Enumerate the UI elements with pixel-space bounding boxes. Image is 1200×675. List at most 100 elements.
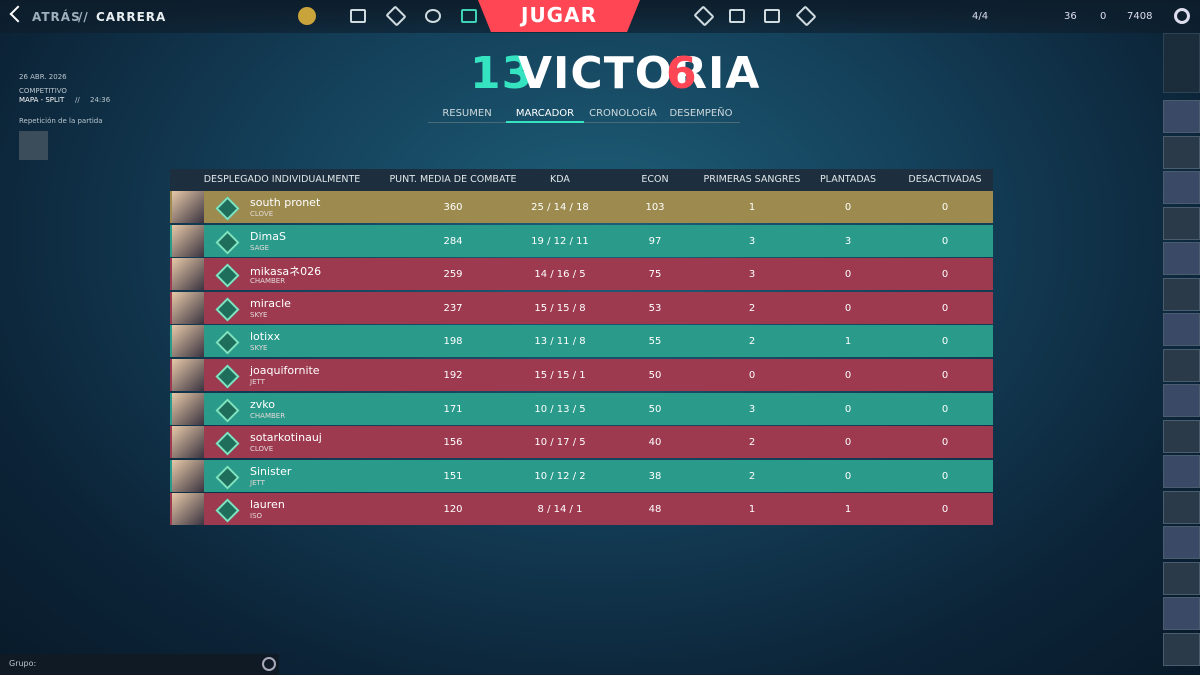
player-name: Sinister	[250, 464, 292, 478]
tab-underline	[506, 121, 584, 123]
tab-divider	[428, 122, 740, 123]
stat-kda: 8 / 14 / 1	[537, 504, 583, 516]
player-name: miracle	[250, 296, 291, 310]
stat-plants: 0	[844, 470, 852, 482]
party-slot[interactable]	[1163, 100, 1200, 133]
stat-acs: 120	[443, 504, 463, 516]
tab[interactable]: CRONOLOGÍA	[589, 108, 657, 119]
player-row	[170, 392, 993, 425]
stat-kda: 14 / 16 / 5	[534, 269, 586, 281]
party-slot[interactable]	[1163, 171, 1200, 204]
agent-name: CHAMBER	[250, 277, 286, 286]
party-slot[interactable]	[1163, 277, 1200, 311]
player-name: lotixx	[250, 330, 281, 344]
tab[interactable]: DESEMPEÑO	[669, 108, 733, 119]
agent-name: SKYE	[250, 344, 268, 353]
stat-kda: 15 / 15 / 8	[534, 302, 586, 314]
stat-econ: 75	[648, 269, 662, 281]
stat-econ: 50	[648, 403, 662, 415]
stat-first-bloods: 3	[748, 403, 756, 415]
agent-name: SAGE	[250, 243, 270, 252]
play-button[interactable]: JUGAR	[478, 0, 640, 32]
stat-kda: 25 / 14 / 18	[531, 202, 589, 213]
nav-battlepass[interactable]	[461, 9, 477, 23]
party-slot[interactable]	[1163, 242, 1200, 275]
stat-acs: 198	[443, 336, 463, 348]
agent-name: JETT	[250, 478, 265, 487]
party-slot[interactable]	[1163, 384, 1200, 417]
player-row	[170, 224, 993, 257]
party-slot[interactable]	[1163, 313, 1200, 346]
match-map: MAPA - SPLIT	[19, 96, 65, 104]
nav-store[interactable]	[764, 9, 780, 23]
stat-acs: 171	[443, 403, 463, 415]
stat-defuses: 0	[941, 403, 949, 415]
stat-defuses: 0	[941, 336, 949, 348]
settings-icon[interactable]	[1174, 8, 1190, 24]
stat-first-bloods: 2	[748, 437, 756, 449]
stat-acs: 156	[443, 437, 463, 449]
player-name: south pronet	[250, 196, 321, 209]
stat-econ: 97	[648, 235, 662, 247]
tab[interactable]: MARCADOR	[515, 108, 575, 119]
stat-econ: 103	[645, 202, 665, 213]
stat-defuses: 0	[941, 302, 949, 314]
nav-career[interactable]	[425, 9, 441, 23]
stat-first-bloods: 1	[748, 504, 756, 516]
nav-collection[interactable]	[729, 9, 745, 23]
party-slot[interactable]	[1163, 632, 1200, 666]
player-name: zvko	[250, 397, 275, 411]
player-row	[170, 191, 993, 224]
agent-name: CLOVE	[250, 210, 274, 218]
party-slot[interactable]	[1163, 597, 1200, 630]
replay-button[interactable]	[19, 131, 48, 160]
stat-kda: 15 / 15 / 1	[534, 370, 586, 381]
party-slot[interactable]	[1163, 561, 1200, 595]
stat-acs: 237	[443, 302, 463, 314]
player-name: lauren	[250, 498, 285, 512]
stat-defuses: 0	[941, 202, 949, 213]
agent-name: JETT	[250, 378, 265, 386]
stat-kda: 10 / 13 / 5	[534, 403, 586, 415]
stat-plants: 0	[844, 202, 852, 213]
agent-portrait	[172, 459, 204, 492]
stat-defuses: 0	[941, 437, 949, 449]
stat-econ: 55	[648, 336, 662, 348]
column-header: ECON	[641, 174, 669, 185]
party-slot[interactable]	[1163, 490, 1200, 524]
stat-econ: 53	[648, 302, 662, 314]
agent-name: SKYE	[250, 310, 268, 319]
nav-home[interactable]	[350, 9, 366, 23]
stat-acs: 192	[443, 370, 463, 381]
stat-first-bloods: 3	[748, 235, 756, 247]
party-slot[interactable]	[1163, 206, 1200, 240]
radianite: 0	[1100, 11, 1107, 22]
stat-econ: 48	[648, 504, 662, 516]
stat-plants: 0	[844, 437, 852, 449]
column-header: DESACTIVADAS	[908, 174, 982, 185]
match-mode: COMPETITIVO	[19, 87, 67, 95]
stat-first-bloods: 0	[748, 370, 756, 381]
agent-name: CLOVE	[250, 445, 274, 454]
stat-defuses: 0	[941, 470, 949, 482]
player-name: joaquifornite	[250, 364, 320, 377]
party-slot[interactable]	[1163, 526, 1200, 559]
chat-bar[interactable]	[0, 654, 279, 675]
party-slot[interactable]	[1163, 455, 1200, 488]
party-slot[interactable]	[1163, 348, 1200, 382]
chat-icon[interactable]	[262, 657, 276, 671]
agent-portrait	[172, 392, 204, 425]
stat-first-bloods: 2	[748, 336, 756, 348]
party-slot[interactable]	[1163, 135, 1200, 169]
agent-name: CHAMBER	[250, 411, 286, 420]
party-slot[interactable]	[1163, 419, 1200, 453]
alert-icon[interactable]	[298, 7, 316, 25]
agent-portrait	[172, 426, 204, 459]
back-link[interactable]: ATRÁS	[32, 10, 81, 24]
tab[interactable]: RESUMEN	[442, 108, 492, 119]
stat-econ: 38	[648, 470, 662, 482]
stat-defuses: 0	[941, 370, 949, 381]
stat-econ: 50	[648, 370, 662, 381]
column-header: PUNT. MEDIA DE COMBATE	[389, 174, 517, 185]
social-button[interactable]	[1163, 33, 1200, 93]
